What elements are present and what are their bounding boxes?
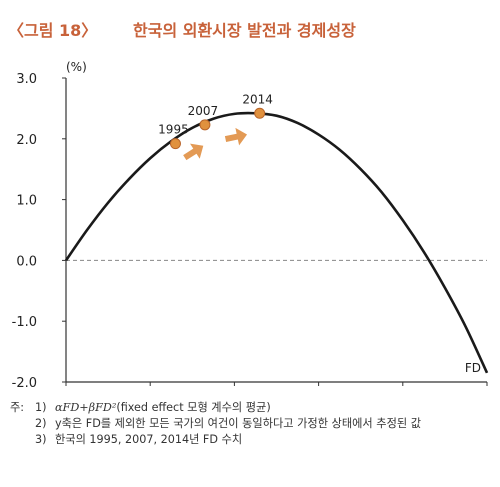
note-formula: αFD+βFD² xyxy=(55,401,117,414)
x-axis-label: FD xyxy=(465,361,481,375)
data-points: 1995 2007 2014 xyxy=(158,92,273,150)
note-prefix: 주: xyxy=(10,401,25,414)
x-tick-label: 0.8 xyxy=(392,399,413,400)
data-label-2014: 2014 xyxy=(242,92,273,106)
note-row-1: 주: 1) αFD+βFD²(fixed effect 모형 계수의 평균) xyxy=(10,400,421,416)
series-line xyxy=(64,111,489,374)
arrow-1995-2007 xyxy=(183,143,204,161)
series-curve xyxy=(64,111,489,374)
data-label-1995: 1995 xyxy=(158,123,189,137)
data-point-2014 xyxy=(254,107,266,119)
x-tick-label: 1 xyxy=(483,399,491,400)
y-tick-label: 0.0 xyxy=(16,254,37,269)
footnotes: 주: 1) αFD+βFD²(fixed effect 모형 계수의 평균) 2) y… xyxy=(10,400,421,448)
x-tick-label: 0.4 xyxy=(224,399,245,400)
note-text: 한국의 1995, 2007, 2014년 FD 수치 xyxy=(55,433,243,446)
data-point-1995 xyxy=(169,138,181,150)
data-point-2007 xyxy=(199,119,211,131)
x-tick-label: 0 xyxy=(62,399,70,400)
note-row-2: 2) y축은 FD를 제외한 모든 국가의 여건이 동일하다고 가정한 상태에서 … xyxy=(10,416,421,432)
note-text: (fixed effect 모형 계수의 평균) xyxy=(116,401,271,414)
note-text: y축은 FD를 제외한 모든 국가의 여건이 동일하다고 가정한 상태에서 추정… xyxy=(55,417,422,430)
note-row-3: 3) 한국의 1995, 2007, 2014년 FD 수치 xyxy=(10,432,421,448)
y-unit-label: (%) xyxy=(66,60,87,74)
arrows xyxy=(183,127,248,161)
axes xyxy=(62,77,488,386)
note-number: 3) xyxy=(35,433,47,446)
x-tick-label: 0.6 xyxy=(308,399,329,400)
tick-labels: 3.0 2.0 1.0 0.0 -1.0 -2.0 0 0.2 0.4 0.6 0.8 1 FD xyxy=(12,72,492,400)
note-number: 2) xyxy=(35,417,47,430)
chart-plot: 1995 2007 2014 3.0 2.0 1.0 0.0 -1.0 -2.0 0 0.2 0.4… xyxy=(12,72,492,400)
y-tick-label: 1.0 xyxy=(16,194,37,209)
note-number: 1) xyxy=(35,401,47,414)
arrow-2007-2014 xyxy=(224,127,248,146)
x-tick-label: 0.2 xyxy=(140,399,161,400)
y-tick-label: 3.0 xyxy=(16,72,37,87)
chart-title: 한국의 외환시장 발전과 경제성장 xyxy=(133,21,356,40)
y-tick-label: -2.0 xyxy=(12,376,37,391)
figure-label: 〈그림 18〉 xyxy=(8,21,98,40)
data-label-2007: 2007 xyxy=(188,104,219,118)
y-tick-label: 2.0 xyxy=(16,133,37,148)
y-tick-label: -1.0 xyxy=(12,315,37,330)
